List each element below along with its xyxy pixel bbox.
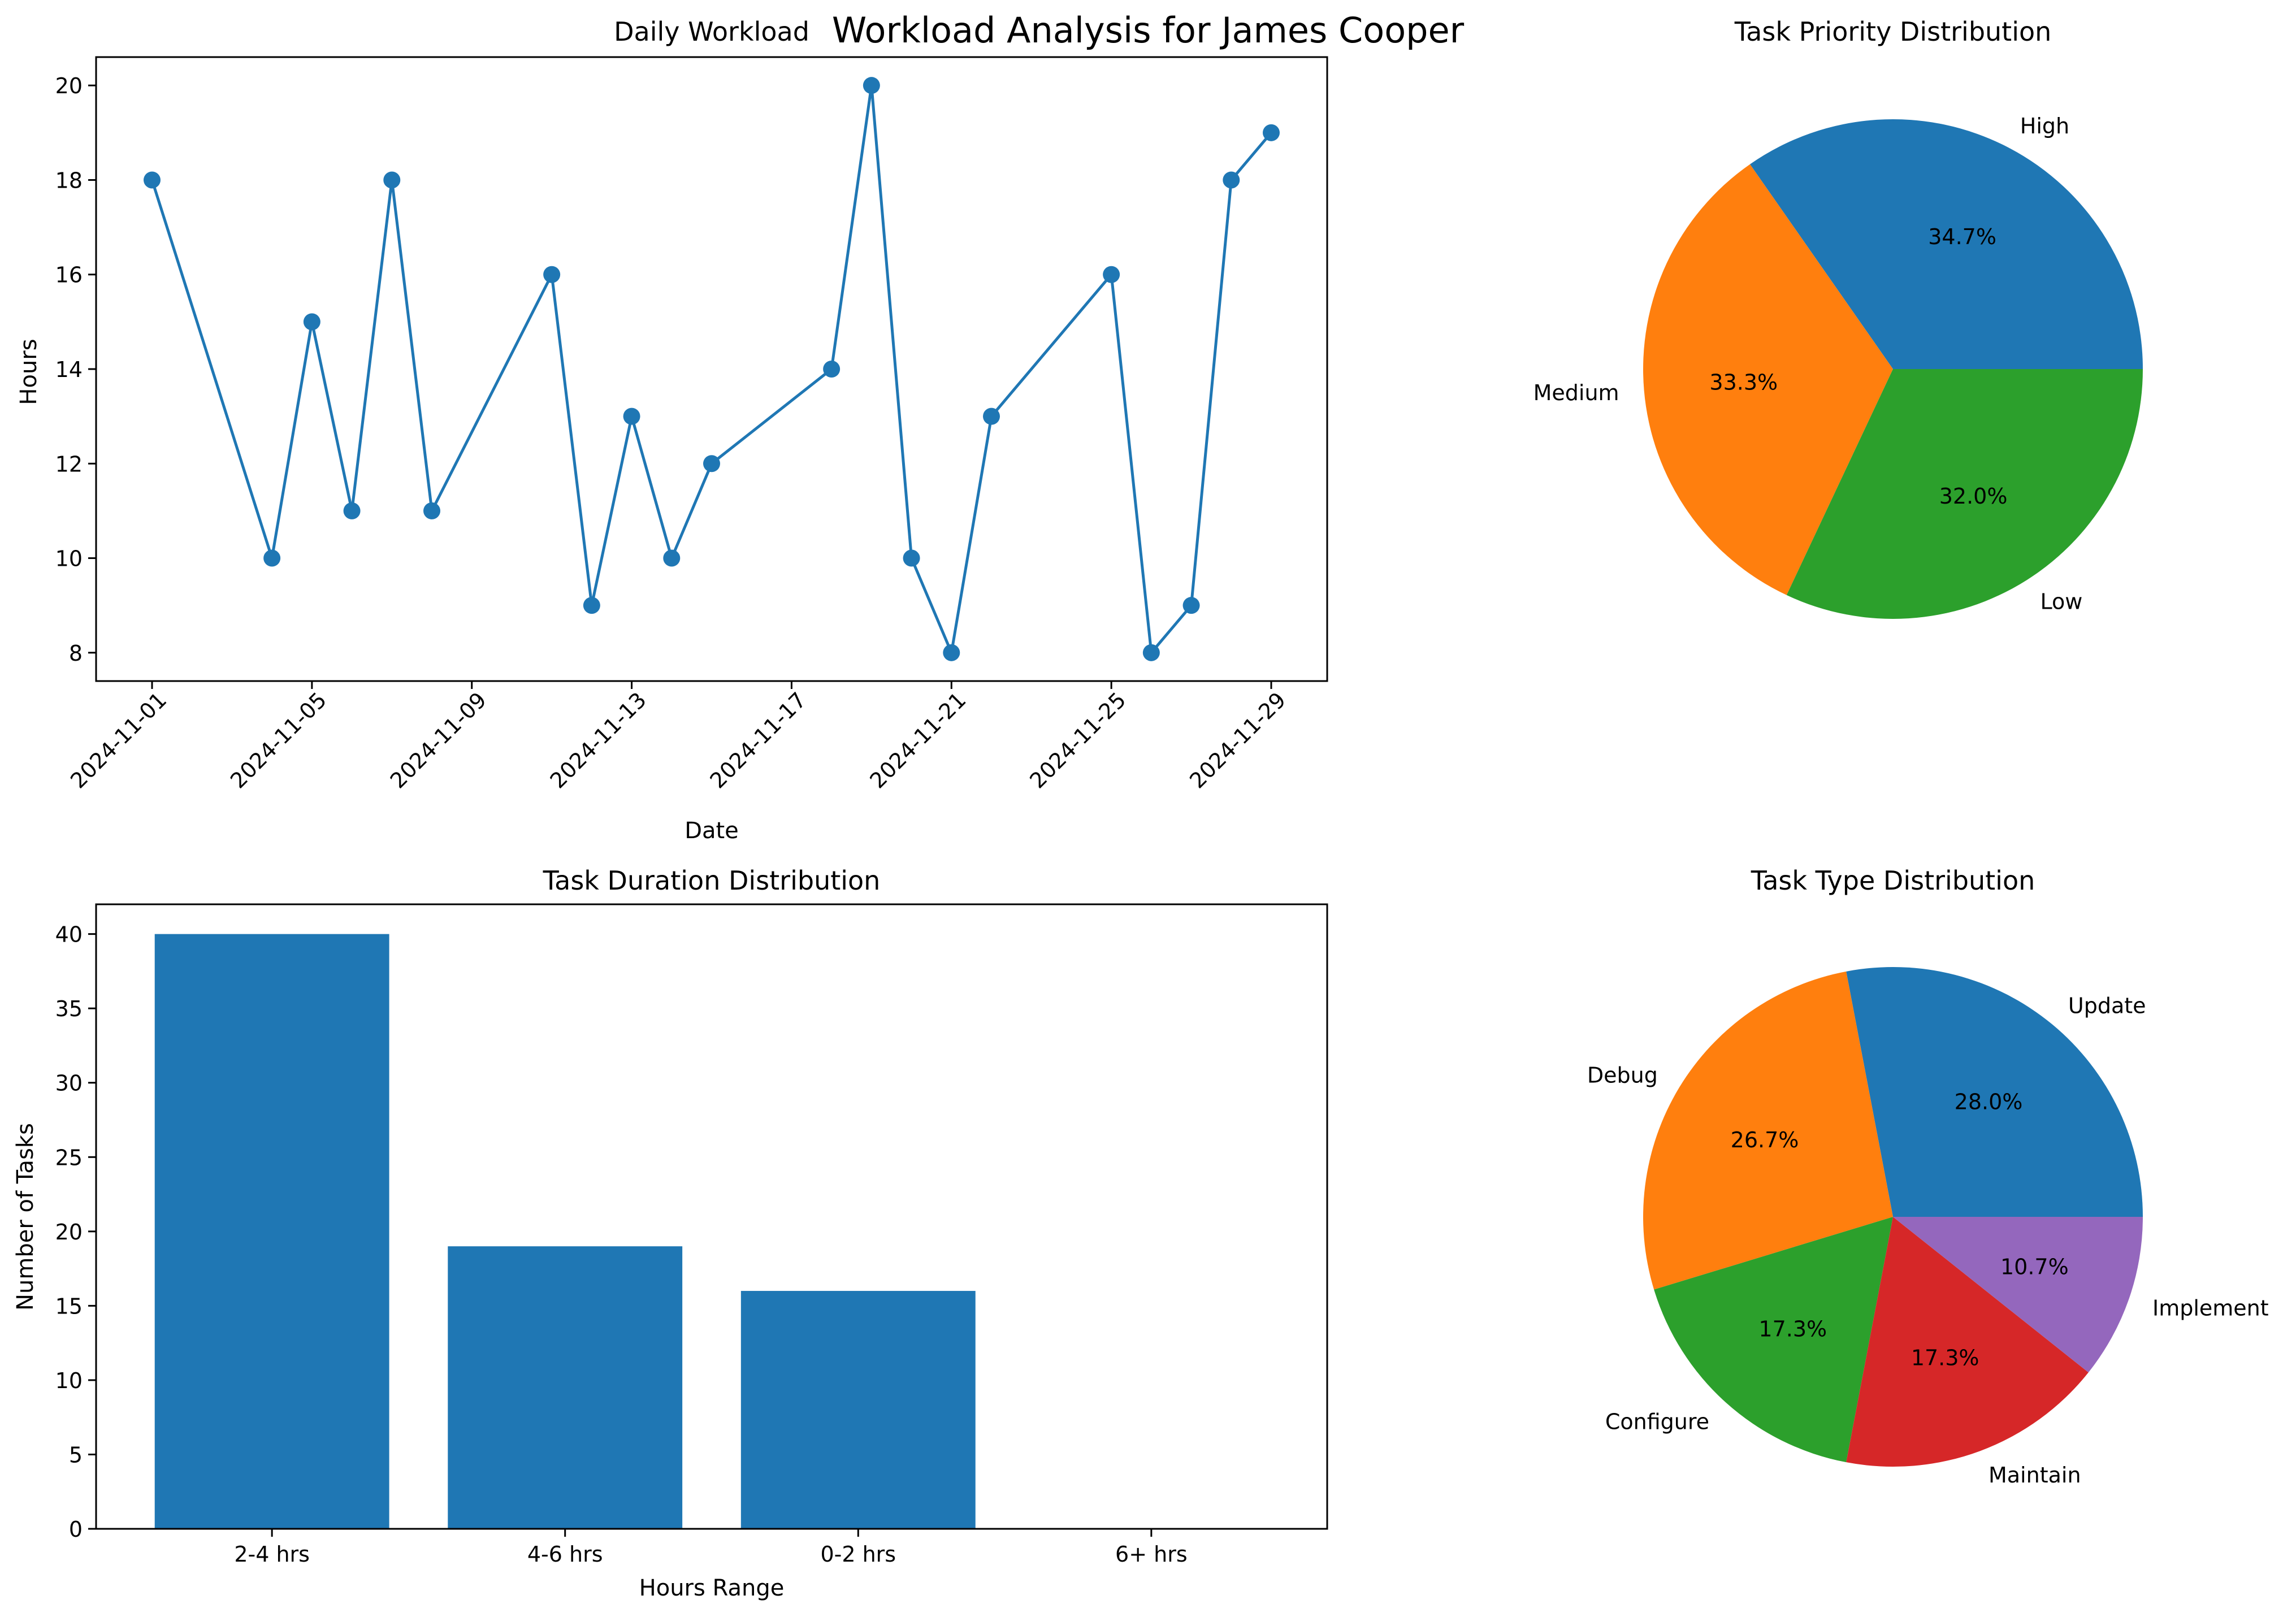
- task-type-chart: Task Type Distribution Update 28.0% Debug 2…: [1587, 865, 2269, 1488]
- line-chart-title: Daily Workload: [614, 16, 809, 47]
- duration-bar: [154, 934, 389, 1529]
- workload-data-point: [583, 597, 600, 614]
- priority-slice-label: Low: [2041, 589, 2083, 614]
- line-plot-frame: [95, 56, 1328, 682]
- workload-data-point: [543, 266, 561, 283]
- bar-y-tick-label: 40: [55, 922, 83, 947]
- line-y-tick-label: 20: [55, 73, 83, 98]
- bar-y-tick-label: 5: [69, 1442, 83, 1467]
- duration-bar: [740, 1291, 976, 1529]
- task-type-slice: [1654, 1217, 1893, 1463]
- workload-data-point: [1103, 266, 1120, 283]
- task-type-slice-label: Debug: [1587, 1063, 1658, 1088]
- workload-data-point: [1142, 644, 1160, 661]
- task-duration-chart: Task Duration Distribution Hours Range N…: [12, 865, 1328, 1601]
- task-type-slice-label: Maintain: [1989, 1463, 2081, 1488]
- workload-data-point: [943, 644, 960, 661]
- bar-y-tick-label: 15: [55, 1294, 83, 1319]
- workload-data-point: [144, 171, 161, 189]
- line-y-tick-label: 8: [69, 641, 83, 666]
- task-type-percent-label: 10.7%: [2000, 1254, 2069, 1279]
- bar-x-tick-label: 6+ hrs: [1115, 1542, 1188, 1567]
- workload-data-point: [263, 549, 281, 567]
- line-y-tick-label: 12: [55, 452, 83, 476]
- workload-data-point: [303, 313, 320, 331]
- bar-x-tick-label: 0-2 hrs: [820, 1542, 896, 1567]
- priority-slice-label: High: [2020, 114, 2069, 138]
- duration-bar: [448, 1246, 683, 1529]
- bar-x-tick-label: 2-4 hrs: [234, 1542, 310, 1567]
- bar-y-axis-label: Number of Tasks: [12, 1123, 38, 1311]
- task-type-slice-label: Implement: [2152, 1295, 2269, 1320]
- workload-data-point: [383, 171, 401, 189]
- priority-slice: [1786, 369, 2143, 619]
- workload-data-point: [1182, 597, 1200, 614]
- task-type-slice-label: Configure: [1605, 1410, 1709, 1434]
- figure-title: Workload Analysis for James Cooper: [832, 10, 1465, 51]
- workload-data-point: [623, 407, 640, 425]
- task-type-percent-label: 28.0%: [1955, 1090, 2023, 1115]
- bar-x-axis-label: Hours Range: [639, 1575, 785, 1601]
- line-x-axis-label: Date: [685, 818, 739, 844]
- pie2-title: Task Type Distribution: [1751, 865, 2035, 896]
- workload-data-point: [863, 77, 880, 94]
- workload-data-point: [983, 407, 1000, 425]
- bar-x-tick-label: 4-6 hrs: [527, 1542, 603, 1567]
- priority-slice: [1749, 119, 2143, 370]
- task-type-slice: [1893, 1217, 2143, 1373]
- line-y-tick-label: 16: [55, 263, 83, 288]
- task-type-percent-label: 26.7%: [1731, 1128, 1799, 1152]
- bar-y-tick-label: 30: [55, 1071, 83, 1096]
- task-type-slice-label: Update: [2068, 993, 2146, 1018]
- priority-percent-label: 34.7%: [1928, 224, 1996, 249]
- task-type-slice: [1846, 1217, 2089, 1467]
- priority-slice-label: Medium: [1533, 380, 1619, 405]
- line-y-axis-label: Hours: [16, 339, 42, 405]
- workload-data-point: [703, 455, 720, 472]
- bar-y-tick-label: 20: [55, 1220, 83, 1245]
- task-priority-chart: Task Priority Distribution High 34.7% Medi…: [1533, 16, 2143, 619]
- workload-data-point: [823, 361, 841, 378]
- task-type-slice: [1643, 971, 1893, 1290]
- line-y-tick-label: 14: [55, 357, 83, 382]
- task-type-percent-label: 17.3%: [1911, 1346, 1979, 1371]
- workload-data-point: [1223, 171, 1240, 189]
- workload-data-point: [903, 549, 920, 567]
- pie1-title: Task Priority Distribution: [1734, 16, 2052, 47]
- bar-y-tick-label: 35: [55, 996, 83, 1021]
- workload-data-point: [423, 502, 440, 519]
- line-y-tick-label: 18: [55, 168, 83, 193]
- workload-data-point: [663, 549, 681, 567]
- task-type-percent-label: 17.3%: [1758, 1316, 1827, 1341]
- workload-data-point: [343, 502, 361, 519]
- line-y-tick-label: 10: [55, 547, 83, 571]
- priority-percent-label: 33.3%: [1709, 370, 1778, 395]
- bar-y-tick-label: 0: [69, 1517, 83, 1542]
- bar-chart-title: Task Duration Distribution: [543, 865, 881, 896]
- priority-percent-label: 32.0%: [1939, 484, 2008, 509]
- workload-data-point: [1263, 124, 1280, 141]
- bar-y-tick-label: 25: [55, 1145, 83, 1170]
- bar-plot-frame: [95, 903, 1328, 1530]
- priority-slice: [1643, 164, 1893, 595]
- bar-y-tick-label: 10: [55, 1368, 83, 1393]
- task-type-slice: [1846, 966, 2143, 1217]
